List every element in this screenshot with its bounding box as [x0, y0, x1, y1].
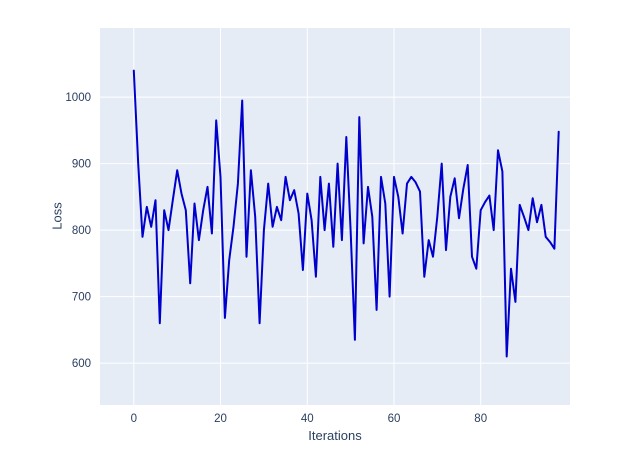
x-tick-label: 40 — [301, 413, 314, 425]
y-axis-tick-labels: 600 700 800 900 1000 — [65, 92, 91, 370]
x-axis-title: Iterations — [308, 428, 362, 443]
x-axis-tick-labels: 0 20 40 60 80 — [131, 413, 488, 425]
x-tick-label: 60 — [388, 413, 401, 425]
x-tick-label: 80 — [474, 413, 487, 425]
y-tick-label: 900 — [72, 159, 91, 171]
y-tick-label: 1000 — [65, 92, 91, 104]
x-tick-label: 20 — [214, 413, 227, 425]
y-tick-label: 600 — [72, 358, 91, 370]
loss-line-series — [132, 69, 560, 358]
x-tick-label: 0 — [131, 413, 137, 425]
y-tick-label: 700 — [72, 292, 91, 304]
y-tick-label: 800 — [72, 225, 91, 237]
y-axis-title: Loss — [49, 202, 65, 230]
